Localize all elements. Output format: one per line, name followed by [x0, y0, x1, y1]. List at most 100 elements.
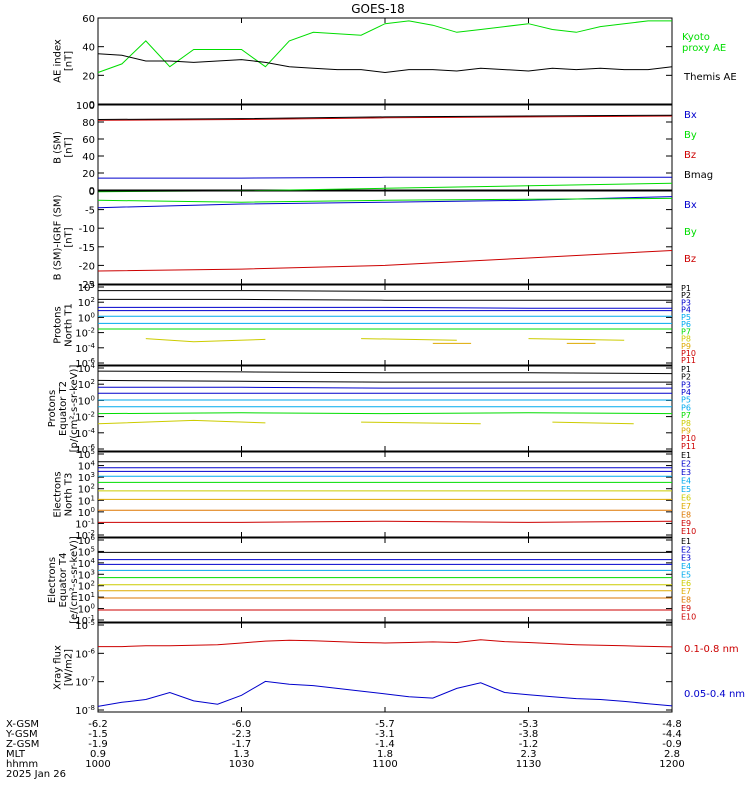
ae-legend-kyoto-1: proxy AE [682, 43, 726, 54]
xray-ytick-label-exponent: -6 [88, 647, 96, 655]
pequator-legend-p3: P3 [681, 380, 691, 389]
ae-legend-themis-0: Themis AE [683, 72, 737, 83]
pnorth-ytick-label-exponent: -2 [88, 327, 95, 335]
pequator-legend-p6: P6 [681, 403, 691, 412]
pnorth-series-p8-segment-0 [145, 338, 266, 343]
bsm-ylabel: [nT] [64, 137, 75, 157]
pequator-legend-p10: P10 [681, 434, 696, 443]
pnorth-legend-p5: P5 [681, 313, 691, 322]
bigrf-ylabel: B (SM)-IGRF (SM) [53, 195, 64, 281]
eequator-ylabel: Equator T4 [58, 553, 69, 608]
bigrf-series-by [97, 197, 673, 203]
bsm-legend-bz: Bz [684, 150, 696, 161]
pequator-ytick-label-exponent: -4 [88, 427, 96, 435]
pequator-ytick-label-exponent: 2 [91, 378, 95, 386]
xaxis-value-x-gsm-1: -6.0 [232, 719, 252, 730]
pequator-legend-p7: P7 [681, 411, 691, 420]
bsm-ytick-label: 100 [76, 101, 95, 112]
bigrf-ytick-label: -20 [79, 261, 95, 272]
eequator-ylabel: [e/(cm²-s-sr-keV)] [69, 536, 80, 624]
pnorth-ylabel: North T1 [64, 303, 75, 347]
ae-series-kyoto-proxy-ae [97, 20, 672, 73]
pequator-legend-p11: P11 [681, 442, 696, 451]
pequator-ytick-label-exponent: 4 [91, 362, 96, 370]
enorth-ytick-label-exponent: 0 [91, 506, 95, 514]
xray-legend-1: 0.05-0.4 nm [684, 689, 745, 700]
eequator-legend-e7: E7 [681, 587, 691, 596]
xaxis-value-y-gsm-3: -3.8 [519, 729, 539, 740]
ae-ytick-label: 40 [82, 43, 95, 54]
eequator-ytick-label-exponent: 1 [91, 591, 95, 599]
bigrf-ytick-label: -25 [79, 280, 95, 291]
pnorth-ytick-label-exponent: 2 [91, 296, 95, 304]
eequator-legend-e1: E1 [681, 537, 691, 546]
eequator-legend-e3: E3 [681, 554, 691, 563]
bsm-ytick-label: 60 [82, 135, 95, 146]
pequator-ytick-label-exponent: 0 [91, 394, 95, 402]
ae-ylabel: AE index [53, 39, 64, 83]
bigrf-series-bz [97, 250, 673, 272]
bsm-ytick-label: 0 [89, 186, 95, 197]
pequator-series-p8-segment-1 [361, 421, 481, 425]
eequator-legend-e9: E9 [681, 604, 691, 613]
pequator-series-p3 [98, 386, 672, 389]
pequator-legend-p2: P2 [681, 373, 691, 382]
pequator-legend-p1: P1 [681, 365, 691, 374]
pequator-series-p7 [97, 412, 673, 415]
pequator-legend-p4: P4 [681, 388, 691, 397]
bigrf-ytick-label: -10 [79, 224, 95, 235]
enorth-ytick-label-exponent: 4 [91, 460, 96, 468]
enorth-legend-e10: E10 [681, 527, 696, 536]
pnorth-series-p3 [98, 306, 672, 309]
pequator-ylabel: Equator T2 [58, 381, 69, 436]
bsm-series-bz [97, 115, 673, 121]
eequator-ytick-label-exponent: 5 [91, 545, 95, 553]
pnorth-legend-p2: P2 [681, 291, 691, 300]
eequator-ytick-label-exponent: 4 [91, 557, 96, 565]
eequator-ytick-label-exponent: 6 [91, 534, 96, 542]
xray-ytick-label-exponent: -7 [88, 676, 95, 684]
xaxis-value-mlt-1: 1.3 [234, 749, 250, 760]
pequator-legend-p8: P8 [681, 419, 691, 428]
enorth-ytick-label-exponent: 2 [91, 483, 95, 491]
pequator-ytick-label-exponent: -6 [88, 443, 96, 451]
xaxis-value-x-gsm-3: -5.3 [519, 719, 539, 730]
bsm-legend-by: By [684, 130, 697, 141]
xaxis-value-hhmm-1: 1030 [229, 759, 254, 770]
plot-date: 2025 Jan 26 [6, 769, 66, 780]
bsm-ytick-label: 80 [82, 118, 95, 129]
xray-ytick-label-exponent: -5 [88, 619, 95, 627]
xray-series-0-05-0-4-nm [97, 680, 673, 707]
pnorth-ytick-label-exponent: 0 [91, 311, 95, 319]
xray-legend-0: 0.1-0.8 nm [684, 644, 739, 655]
xaxis-value-z-gsm-4: -0.9 [662, 739, 682, 750]
xaxis-value-hhmm-0: 1000 [85, 759, 110, 770]
pnorth-ytick-label-exponent: 4 [91, 281, 96, 289]
xray-series-0-1-0-8-nm [98, 639, 673, 648]
bsm-ytick-label: 40 [82, 152, 95, 163]
eequator-ytick-label-exponent: 3 [91, 568, 95, 576]
bsm-legend-bmag: Bmag [684, 170, 713, 181]
pnorth-legend-p10: P10 [681, 349, 696, 358]
pnorth-legend-p11: P11 [681, 356, 696, 365]
pnorth-legend-p1: P1 [681, 284, 691, 293]
bigrf-legend-bz: Bz [684, 254, 696, 265]
bigrf-legend-bx: Bx [684, 200, 697, 211]
enorth-legend-e9: E9 [681, 519, 691, 528]
pnorth-series-p1 [98, 290, 672, 292]
bigrf-ytick-label: -15 [79, 243, 95, 254]
xaxis-value-hhmm-3: 1130 [516, 759, 541, 770]
enorth-ytick-label-exponent: 1 [91, 494, 95, 502]
pequator-series-p8-segment-0 [97, 419, 266, 425]
pnorth-series-p8-segment-1 [361, 338, 457, 341]
enorth-legend-e4: E4 [681, 476, 691, 485]
pnorth-legend-p4: P4 [681, 306, 691, 315]
pnorth-series-p2 [98, 298, 672, 301]
xaxis-value-mlt-2: 1.8 [377, 749, 393, 760]
pnorth-legend-p6: P6 [681, 320, 691, 329]
eequator-legend-e8: E8 [681, 596, 691, 605]
eequator-legend-e2: E2 [681, 545, 691, 554]
pequator-series-p8-segment-2 [552, 421, 634, 425]
